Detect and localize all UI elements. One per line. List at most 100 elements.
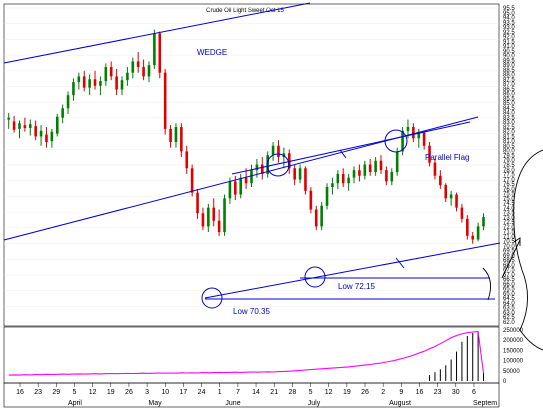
day-label: 1 <box>218 389 222 396</box>
low-70-label: Low 70.35 <box>233 307 270 316</box>
candle-body <box>77 76 81 83</box>
candle-body <box>466 218 469 236</box>
price-tick-label: 69.5 <box>503 249 515 255</box>
price-tick-label: 85.0 <box>503 101 515 107</box>
candle-body <box>50 131 54 142</box>
price-tick-label: 93.0 <box>503 25 515 31</box>
day-label: 26 <box>125 389 133 396</box>
price-tick-label: 91.0 <box>503 44 515 50</box>
candle-body <box>455 194 458 208</box>
price-tick-label: 65.0 <box>503 291 515 297</box>
day-label: 5 <box>73 389 77 396</box>
month-label: August <box>389 400 411 407</box>
price-tick-label: 63.0 <box>503 310 515 316</box>
day-label: 21 <box>270 389 278 396</box>
price-tick-label: 86.5 <box>503 87 515 93</box>
month-label: July <box>308 400 321 407</box>
price-tick-label: 95.0 <box>503 11 515 17</box>
candle-body <box>482 217 485 227</box>
circle-low-70 <box>201 287 223 309</box>
candle-body <box>298 168 302 180</box>
date-axis: 16 23 29 5 12 19 26 3 10 17 24 1 7 14 21 28 5 12 19 26 2 9 16 2… <box>16 383 497 407</box>
candle-body <box>363 164 367 176</box>
day-label: 26 <box>361 389 369 396</box>
price-tick-label: 88.5 <box>503 68 515 74</box>
price-tick-label: 70.5 <box>503 239 515 245</box>
price-tick-label: 78.5 <box>503 163 515 169</box>
volume-tick-label: 200000 <box>503 338 524 344</box>
candle-body <box>12 121 16 130</box>
tick-mark-2 <box>395 257 405 269</box>
day-label: 23 <box>434 389 442 396</box>
candle-body <box>163 72 167 129</box>
candle-body <box>55 116 59 134</box>
candle-body <box>169 128 172 143</box>
day-label: 28 <box>288 389 296 396</box>
price-tick-label: 82.5 <box>503 125 515 131</box>
price-tick-label: 90.5 <box>503 49 515 55</box>
candle-body <box>34 126 37 137</box>
candle-body <box>45 134 48 143</box>
price-tick-label: 90.0 <box>503 54 515 60</box>
price-tick-label: 74.5 <box>503 201 515 207</box>
candle-body <box>88 79 91 88</box>
day-label: 3 <box>145 389 149 396</box>
candle-body <box>476 226 480 240</box>
day-label: 12 <box>325 389 333 396</box>
candle-body <box>260 164 264 174</box>
price-tick-label: 75.5 <box>503 192 515 198</box>
day-label: 17 <box>180 389 188 396</box>
chart-title: Crude Oil Light Sweet Oct 15 <box>206 8 284 14</box>
candle-body <box>309 190 313 210</box>
price-tick-label: 83.5 <box>503 115 515 121</box>
circle-low-72 <box>304 266 326 288</box>
price-tick-label: 89.0 <box>503 63 515 69</box>
price-tick-label: 88.0 <box>503 73 515 79</box>
candle-body <box>18 123 21 129</box>
candle-body <box>153 33 156 66</box>
candle-body <box>412 127 415 139</box>
volume-axis: 250000 200000 150000 100000 50000 0 <box>503 328 524 385</box>
candle-body <box>158 33 162 73</box>
price-tick-label: 95.5 <box>503 6 515 12</box>
price-tick-label: 71.0 <box>503 234 515 240</box>
price-tick-label: 92.0 <box>503 35 515 41</box>
candle-body <box>401 130 404 152</box>
price-tick-label: 89.5 <box>503 58 515 64</box>
candle-body <box>196 192 199 214</box>
candle-body <box>406 127 410 131</box>
price-tick-label: 84.5 <box>503 106 515 112</box>
candle-body <box>109 67 113 77</box>
trendlines <box>3 2 501 300</box>
day-label: 12 <box>89 389 97 396</box>
candle-body <box>136 61 140 68</box>
flag-upper-line <box>231 121 471 175</box>
candle-body <box>239 177 243 195</box>
circle-high-august <box>384 129 408 153</box>
candle-body <box>142 67 145 77</box>
candle-body <box>212 207 216 221</box>
price-tick-label: 73.0 <box>503 215 515 221</box>
parallel-flag-label: Parallel Flag <box>425 153 469 162</box>
day-label: 2 <box>381 389 385 396</box>
candle-body <box>266 155 269 174</box>
candle-body <box>293 168 296 180</box>
price-tick-label: 63.5 <box>503 306 515 312</box>
candle-body <box>390 172 394 182</box>
projection-brace <box>513 149 543 351</box>
wedge-upper-line <box>3 2 311 64</box>
candle-body <box>422 132 426 146</box>
candlestick-series <box>7 29 485 244</box>
day-label: 10 <box>161 389 169 396</box>
price-tick-label: 67.0 <box>503 272 515 278</box>
candle-body <box>368 164 372 173</box>
candle-body <box>201 213 205 227</box>
price-tick-label: 73.5 <box>503 211 515 217</box>
month-label: June <box>225 400 240 407</box>
candle-body <box>336 173 340 184</box>
candle-body <box>82 76 86 88</box>
candle-body <box>460 207 464 219</box>
day-label: 16 <box>16 389 24 396</box>
candle-body <box>174 127 178 143</box>
